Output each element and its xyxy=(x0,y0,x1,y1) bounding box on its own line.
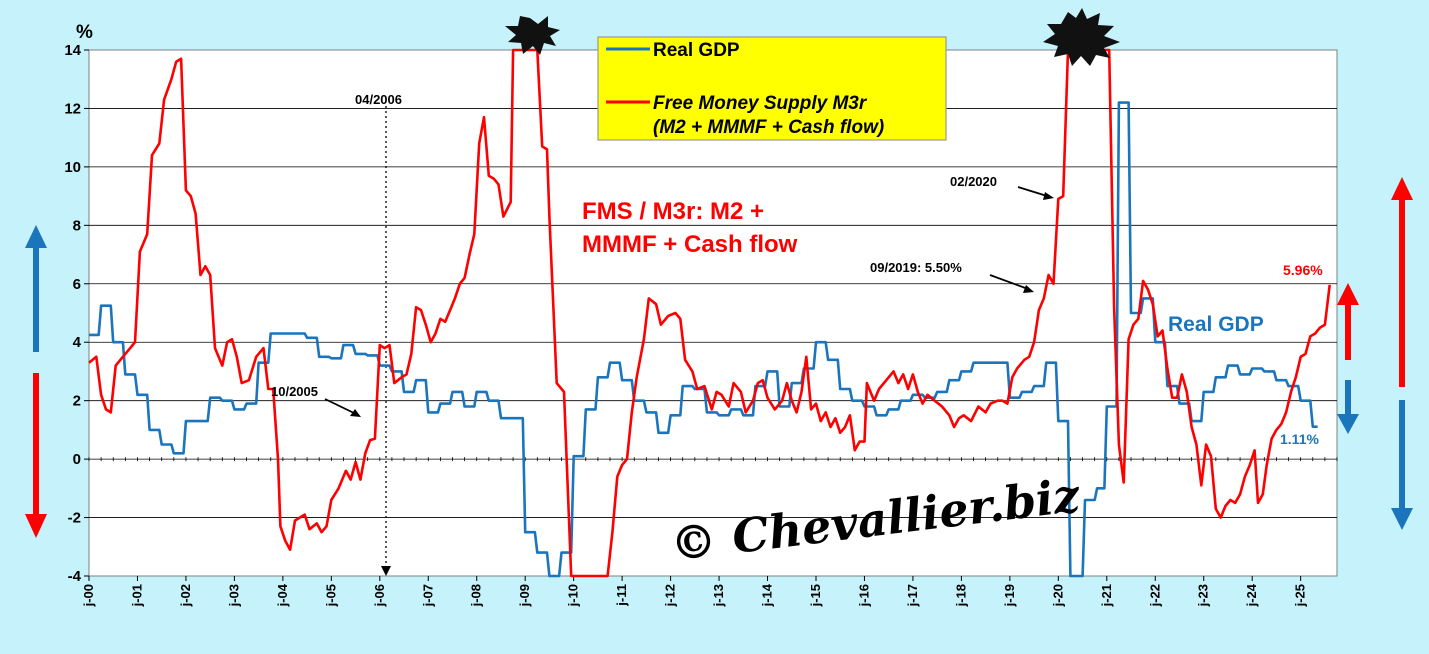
annotation-09-2019-arrow xyxy=(989,274,1029,290)
money-supply-line xyxy=(88,48,1331,578)
x-tick-label: j-05 xyxy=(323,584,338,607)
y-tick-label: 8 xyxy=(73,217,81,234)
dotted-guide-arrowhead xyxy=(381,566,391,576)
x-tick-label: j-01 xyxy=(129,584,144,607)
annotation-02-2020-arrowhead xyxy=(1043,192,1054,200)
x-tick-label: j-19 xyxy=(1002,584,1017,607)
x-tick-label: j-24 xyxy=(1244,583,1259,607)
x-tick-label: j-12 xyxy=(663,584,678,607)
x-tick-label: j-03 xyxy=(226,584,241,607)
annotation-02-2020: 02/2020 xyxy=(950,174,997,189)
x-tick-label: j-16 xyxy=(856,584,871,607)
annotation-fms-line2: MMMF + Cash flow xyxy=(582,231,798,258)
annotation-last-money-value: 5.96% xyxy=(1283,262,1323,278)
up-arrow-blue-left xyxy=(25,225,47,352)
down-arrow-blue-large xyxy=(1391,400,1413,530)
y-tick-label: 0 xyxy=(73,451,81,468)
x-tick-label: j-23 xyxy=(1196,584,1211,607)
explosion-marker-2020 xyxy=(1043,8,1120,66)
x-tick-label: j-13 xyxy=(711,584,726,607)
x-tick-label: j-08 xyxy=(469,584,484,607)
y-tick-label: 14 xyxy=(64,42,81,59)
x-tick-label: j-22 xyxy=(1147,584,1162,607)
y-tick-label: 12 xyxy=(64,100,81,117)
annotation-04-2006: 04/2006 xyxy=(355,92,402,107)
x-tick-label: j-09 xyxy=(517,584,532,607)
y-tick-label: -2 xyxy=(68,510,81,527)
y-tick-label: 2 xyxy=(73,393,81,410)
legend-gdp-label: Real GDP xyxy=(653,40,740,61)
annotation-last-gdp-value: 1.11% xyxy=(1280,431,1319,447)
x-tick-label: j-14 xyxy=(760,583,775,607)
real-gdp-line xyxy=(89,101,1318,578)
x-tick-label: j-18 xyxy=(953,584,968,607)
legend: Real GDP Free Money Supply M3r (M2 + MMM… xyxy=(597,36,947,141)
annotation-fms-line1: FMS / M3r: M2 + xyxy=(582,198,764,225)
annotation-10-2005: 10/2005 xyxy=(271,384,318,399)
y-tick-label: 4 xyxy=(73,334,82,351)
x-tick-label: j-21 xyxy=(1099,584,1114,607)
x-tick-label: j-10 xyxy=(566,584,581,607)
legend-money-label: Free Money Supply M3r xyxy=(653,93,868,114)
y-tick-label: 6 xyxy=(73,276,81,293)
y-unit-label: % xyxy=(76,22,93,43)
legend-money-label-line2: (M2 + MMMF + Cash flow) xyxy=(653,117,884,138)
x-tick-label: j-06 xyxy=(372,584,387,607)
y-tick-label: -4 xyxy=(68,568,82,585)
annotation-real-gdp: Real GDP xyxy=(1168,313,1264,336)
x-tick-label: j-25 xyxy=(1293,584,1308,607)
x-axis-ticks: j-00 j-01 j-02 j-03 j-04 j-05 j-06 j-07 j-08 j-09… xyxy=(81,576,1308,607)
x-tick-label: j-02 xyxy=(178,584,193,607)
annotation-10-2005-arrow xyxy=(324,398,357,415)
y-tick-label: 10 xyxy=(64,159,81,176)
annotation-09-2019-arrowhead xyxy=(1023,285,1034,293)
x-tick-label: j-07 xyxy=(420,584,435,607)
up-arrow-red-large xyxy=(1391,177,1413,387)
annotation-10-2005-arrowhead xyxy=(350,409,361,417)
explosion-marker-2009 xyxy=(505,16,560,55)
down-arrow-red-left xyxy=(25,373,47,538)
down-arrow-blue-small xyxy=(1337,380,1359,434)
x-tick-label: j-17 xyxy=(905,584,920,607)
x-tick-label: j-04 xyxy=(275,583,290,607)
x-tick-label: j-20 xyxy=(1050,584,1065,607)
x-tick-label: j-15 xyxy=(808,584,823,607)
x-tick-label: j-11 xyxy=(614,584,629,607)
y-axis-ticks: -4 -2 0 2 4 6 8 10 12 14 xyxy=(64,42,89,585)
annotation-09-2019: 09/2019: 5.50% xyxy=(870,260,962,275)
up-arrow-red-small xyxy=(1337,283,1359,360)
x-tick-label: j-00 xyxy=(81,584,96,607)
annotation-02-2020-arrow xyxy=(1017,186,1048,197)
